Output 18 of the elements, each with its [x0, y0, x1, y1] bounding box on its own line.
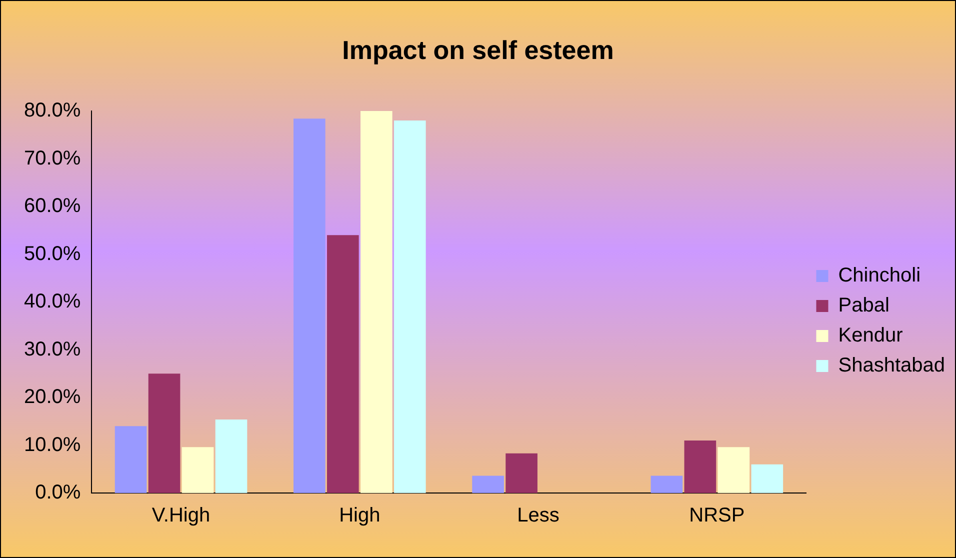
y-tick-label: 80.0%	[24, 100, 81, 122]
y-tick-label: 40.0%	[24, 290, 81, 313]
y-tick-label: 10.0%	[24, 434, 81, 456]
x-tick-label: Less	[517, 504, 560, 527]
chart-title: Impact on self esteem	[341, 35, 615, 66]
legend-label: Kendur	[838, 324, 904, 347]
y-tick-label: 0.0%	[35, 482, 81, 504]
legend-label: Pabal	[838, 294, 890, 317]
y-tick-label: 60.0%	[24, 195, 81, 218]
y-tick-label: 70.0%	[24, 147, 81, 170]
legend-label: Chincholi	[838, 264, 921, 287]
y-tick-label: 20.0%	[24, 386, 81, 408]
x-tick-label: V.High	[152, 504, 210, 527]
x-tick-label: High	[339, 504, 380, 527]
y-tick-label: 50.0%	[24, 242, 81, 265]
x-tick-label: NRSP	[689, 504, 745, 527]
y-tick-label: 30.0%	[24, 338, 81, 360]
legend-label: Shashtabad	[838, 354, 946, 377]
